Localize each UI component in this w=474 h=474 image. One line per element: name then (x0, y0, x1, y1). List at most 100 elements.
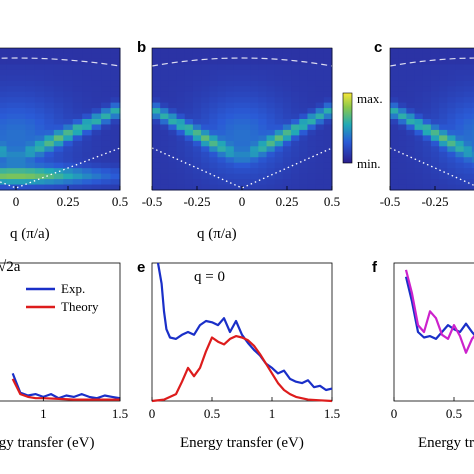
heatmap-cell (282, 173, 292, 180)
heatmap-cell (291, 162, 300, 169)
heatmap-cell (72, 69, 83, 76)
heatmap-cell (6, 86, 17, 93)
heatmap-cell (447, 173, 456, 180)
heatmap-cell (266, 86, 276, 93)
heatmap-cell (242, 80, 251, 87)
heatmap-cell (168, 91, 178, 98)
heatmap-cell (398, 151, 407, 158)
heatmap-cell (455, 162, 465, 169)
heatmap-cell (225, 69, 235, 76)
heatmap-cell (110, 53, 121, 60)
heatmap-cell (34, 58, 45, 65)
heatmap-cell (390, 168, 399, 175)
heatmap-cell (250, 179, 259, 186)
heatmap-cell (233, 75, 243, 82)
heatmap-cell (63, 157, 74, 164)
heatmap-cell (242, 179, 251, 186)
heatmap-cell (422, 173, 432, 180)
heatmap-cell (291, 80, 300, 87)
heatmap-cell (447, 91, 456, 98)
heatmap-cell (439, 157, 448, 164)
heatmap-cell (463, 102, 473, 109)
heatmap-cell (447, 75, 456, 82)
heatmap-cell (463, 157, 473, 164)
heatmap-cell (315, 119, 325, 125)
heatmap-cell (160, 179, 169, 186)
heatmap-cell (282, 124, 292, 131)
heatmap-cell (439, 179, 448, 186)
heatmap-cell (323, 151, 333, 158)
heatmap-cell (398, 86, 407, 93)
heatmap-cell (258, 168, 268, 175)
heatmap-cell (201, 168, 210, 175)
heatmap-cell (53, 75, 64, 82)
heatmap-cell (315, 64, 325, 71)
heatmap-cell (209, 157, 218, 164)
heatmap-cell (463, 124, 473, 131)
heatmap-cell (258, 113, 268, 120)
heatmap-cell (250, 64, 259, 71)
heatmap-cell (160, 58, 169, 65)
heatmap-cell (0, 129, 8, 136)
heatmap-cell (266, 119, 276, 125)
heatmap-cell (430, 64, 440, 71)
heatmap-cell (34, 86, 45, 93)
heatmap-cell (258, 157, 268, 164)
heatmap-cell (16, 91, 26, 98)
heatmap-cell (101, 113, 112, 120)
heatmap-cell (406, 48, 416, 54)
heatmap-cell (258, 86, 268, 93)
heatmap-cell (63, 91, 74, 98)
x-tick-label: 1 (40, 406, 47, 421)
heatmap-cell (299, 140, 308, 147)
heatmap-cell (307, 173, 317, 180)
heatmap-cell (201, 97, 210, 104)
heatmap-cell (233, 64, 243, 71)
heatmap-cell (6, 58, 17, 65)
heatmap-cell (225, 48, 235, 54)
heatmap-cell (274, 80, 284, 87)
heatmap-cell (463, 168, 473, 175)
heatmap-cell (16, 157, 26, 164)
heatmap-cell (258, 179, 268, 186)
heatmap-cell (398, 58, 407, 65)
heatmap-cell (152, 140, 161, 147)
heatmap-cell (63, 162, 74, 169)
heatmap-cell (291, 135, 300, 142)
heatmap-cell (299, 173, 308, 180)
heatmap-cell (91, 75, 102, 82)
heatmap-cell (439, 75, 448, 82)
heatmap-cell (422, 184, 432, 191)
heatmap-cell (471, 102, 474, 109)
heatmap-cell (6, 75, 17, 82)
heatmap-cell (91, 69, 102, 76)
x-tick-label: 0 (391, 406, 398, 421)
heatmap-cell (91, 48, 102, 54)
heatmap-cell (250, 53, 259, 60)
x-tick-label: 0.5 (112, 194, 128, 209)
heatmap-cell (390, 173, 399, 180)
heatmap-cell (414, 69, 424, 76)
colorbar-max-label: max. (357, 91, 383, 106)
heatmap-cell (315, 58, 325, 65)
heatmap-cell (192, 91, 202, 98)
heatmap-cell (34, 113, 45, 120)
heatmap-cell (25, 157, 36, 164)
heatmap-cell (250, 140, 259, 147)
heatmap-cell (323, 124, 333, 131)
heatmap-cell (176, 64, 186, 71)
heatmap-cell (53, 162, 64, 169)
heatmap-cell (0, 173, 8, 180)
heatmap-cell (176, 179, 186, 186)
heatmap-cell (209, 53, 218, 60)
heatmap-cell (282, 102, 292, 109)
heatmap-cell (455, 124, 465, 131)
heatmap-cell (390, 108, 399, 115)
heatmap-cell (184, 151, 194, 158)
heatmap-cell (274, 86, 284, 93)
heatmap-cell (282, 119, 292, 125)
heatmap-cell (266, 184, 276, 191)
heatmap-cell (422, 162, 432, 169)
heatmap-cell (274, 179, 284, 186)
heatmap-cell (250, 102, 259, 109)
